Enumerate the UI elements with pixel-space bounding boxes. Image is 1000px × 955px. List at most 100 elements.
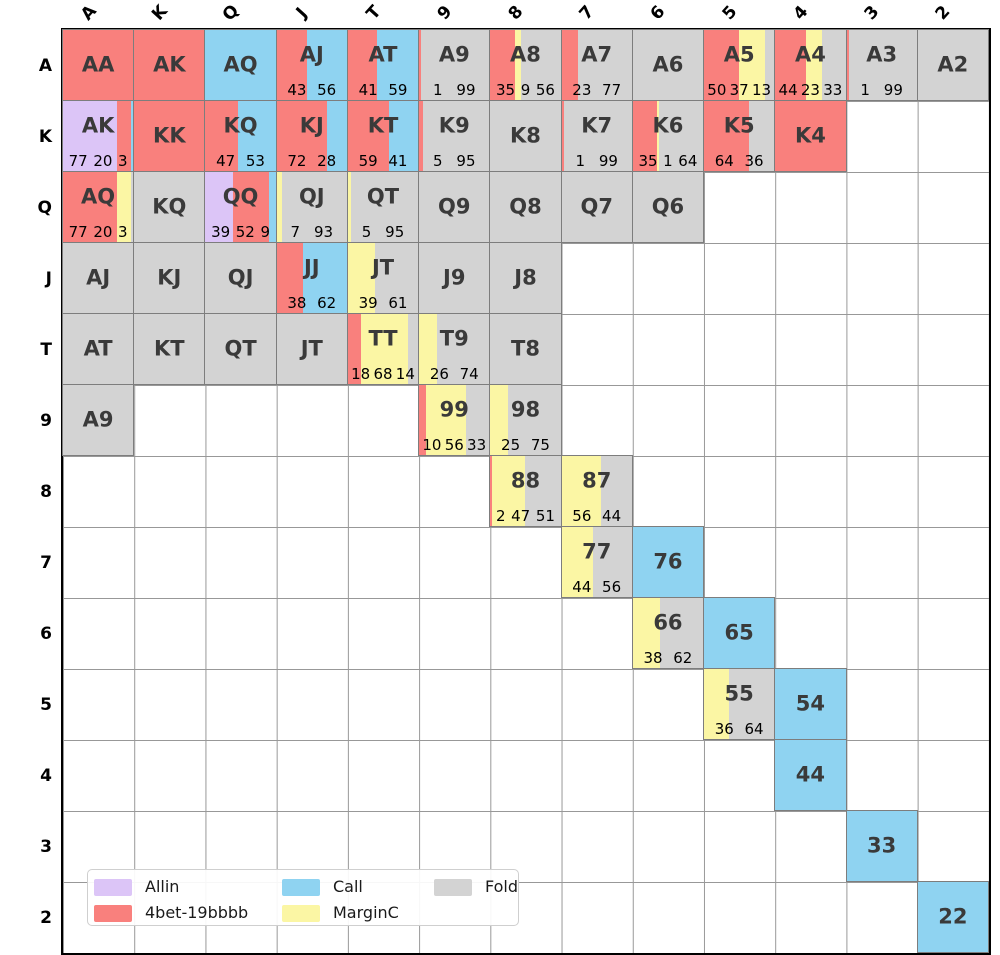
segment-bet4	[276, 101, 328, 171]
segment-margin	[419, 314, 438, 384]
segment-fold	[63, 385, 134, 455]
hand-label: J8	[514, 265, 537, 290]
segment-call	[917, 882, 988, 952]
freq-value: 35	[495, 81, 516, 99]
hand-label: 65	[724, 620, 754, 645]
segment-bet4	[419, 385, 427, 455]
hand-cell-A5-r0c9: A5 50 37 13	[703, 29, 776, 101]
segment-bet4	[63, 172, 118, 242]
col-label-2: 2	[931, 1, 955, 25]
segment-fold	[419, 243, 490, 313]
hand-label: JT	[371, 255, 395, 280]
segment-fold	[422, 101, 490, 171]
segment-bet4	[419, 101, 423, 171]
segment-call	[269, 172, 276, 242]
freq-value: 23	[572, 81, 592, 99]
col-label-T: T	[362, 2, 385, 25]
hand-cell-J9-r3c5: J9	[418, 242, 491, 314]
hand-cell-77-r7c7: 77 44 56	[560, 526, 633, 598]
freq-value: 20	[93, 152, 113, 170]
hand-label: AJ	[299, 42, 324, 67]
legend-item-margin: MarginC	[282, 904, 399, 922]
hand-label: JJ	[303, 255, 320, 280]
segment-call	[632, 527, 704, 597]
col-label-Q: Q	[218, 0, 244, 26]
col-label-7: 7	[575, 1, 599, 25]
freq-value: 50	[707, 81, 727, 99]
hand-cell-AQ-r0c2: AQ	[204, 29, 277, 101]
hand-cell-JJ-r3c3: JJ 38 62	[275, 242, 348, 314]
segment-fold	[507, 385, 561, 455]
row-label-3: 3	[40, 836, 52, 857]
segment-margin	[806, 30, 823, 100]
frequency-values: 39 52 9	[205, 225, 275, 240]
col-label-J: J	[292, 3, 312, 23]
segment-bet4	[632, 101, 657, 171]
segment-fold	[632, 172, 704, 242]
freq-value: 61	[388, 294, 408, 312]
segment-bet4	[134, 101, 205, 171]
freq-value: 37	[729, 81, 749, 99]
hand-cell-A9-r5c0: A9	[62, 384, 135, 456]
hand-label: K7	[581, 113, 613, 138]
hand-label: QT	[224, 336, 257, 361]
segment-fold	[375, 243, 419, 313]
freq-value: 36	[744, 152, 764, 170]
hand-cell-33-r11c11: 33	[845, 810, 918, 882]
freq-value: 13	[751, 81, 772, 99]
frequency-values: 10 56 33	[419, 438, 489, 453]
segment-call	[205, 30, 276, 100]
legend-swatch-bet4	[94, 904, 132, 922]
hand-label: QJ	[298, 184, 325, 209]
freq-value: 9	[260, 223, 271, 241]
frequency-values: 39 61	[348, 296, 418, 311]
legend-label-call: Call	[333, 877, 363, 896]
col-label-4: 4	[789, 1, 813, 25]
hand-label: AJ	[86, 265, 111, 290]
hand-label: 55	[724, 681, 754, 706]
legend-item-fold: Fold	[434, 878, 518, 896]
freq-value: 28	[317, 152, 337, 170]
freq-value: 7	[290, 223, 301, 241]
freq-value: 62	[317, 294, 337, 312]
frequency-values: 41 59	[348, 83, 418, 98]
segment-fold	[134, 172, 205, 242]
freq-value: 1	[860, 81, 870, 99]
segment-fold	[490, 101, 561, 171]
freq-value: 3	[118, 223, 128, 241]
frequency-values: 47 53	[205, 154, 275, 169]
hand-cell-KJ-r3c1: KJ	[133, 242, 206, 314]
freq-value: 44	[778, 81, 798, 99]
segment-bet4	[117, 101, 132, 171]
segment-fold	[658, 101, 704, 171]
hand-cell-K6-r1c8: K6 35 1 64	[631, 100, 705, 172]
segment-bet4	[561, 30, 578, 100]
freq-value: 95	[385, 223, 405, 241]
frequency-values: 38 62	[633, 651, 703, 666]
hand-cell-AJ-r0c3: AJ 43 56	[275, 29, 348, 101]
hand-cell-T8-r4c6: T8	[489, 313, 562, 385]
freq-value: 99	[456, 81, 476, 99]
hand-cell-A2-r0c12: A2	[916, 29, 989, 101]
freq-value: 39	[358, 294, 378, 312]
hand-label: K9	[438, 113, 470, 138]
col-label-6: 6	[647, 1, 670, 25]
frequency-values: 5 95	[419, 154, 489, 169]
freq-value: 56	[444, 436, 464, 454]
col-label-8: 8	[504, 1, 528, 25]
segment-bet4	[347, 101, 390, 171]
segment-margin	[117, 172, 132, 242]
hand-label: 99	[439, 397, 469, 422]
row-label-2: 2	[40, 907, 52, 928]
hand-label: Q9	[438, 194, 471, 219]
hand-cell-A6-r0c8: A6	[631, 29, 705, 101]
freq-value: 5	[361, 223, 372, 241]
freq-value: 23	[800, 81, 820, 99]
freq-value: 52	[235, 223, 255, 241]
legend-label-bet4: 4bet-19bbbb	[145, 903, 249, 922]
segment-margin	[347, 172, 352, 242]
segment-fold	[822, 30, 846, 100]
row-label-8: 8	[40, 481, 52, 502]
hand-label: K6	[652, 113, 684, 138]
freq-value: 2	[495, 507, 506, 525]
